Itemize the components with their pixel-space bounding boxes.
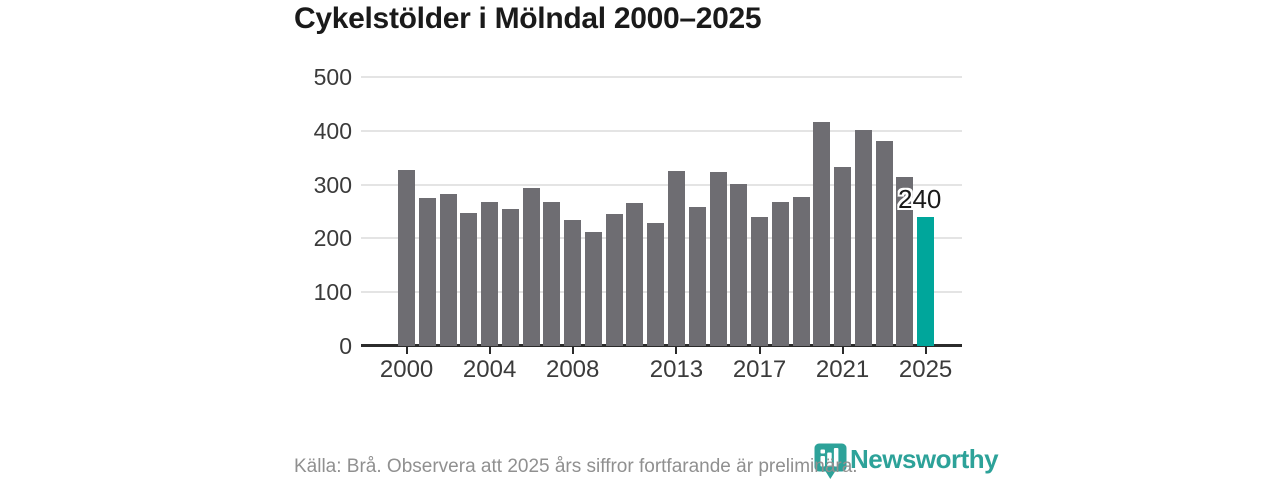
bar-2020[interactable] xyxy=(813,122,831,346)
bar-2004[interactable] xyxy=(481,202,499,346)
bar-2002[interactable] xyxy=(439,194,457,346)
bar-2001[interactable] xyxy=(418,198,436,346)
plot-area xyxy=(361,76,962,354)
bar-2000[interactable] xyxy=(398,170,416,346)
y-axis-label-400: 400 xyxy=(313,117,352,144)
y-axis-label-100: 100 xyxy=(313,279,352,306)
bar-2024[interactable] xyxy=(896,177,914,346)
x-tick-2004 xyxy=(488,346,491,354)
bar-2022[interactable] xyxy=(854,130,872,346)
x-tick-2008 xyxy=(571,346,574,354)
gridline-300 xyxy=(361,183,962,186)
gridline-500 xyxy=(361,76,962,78)
bar-2008[interactable] xyxy=(564,219,582,346)
x-axis-label-2021: 2021 xyxy=(815,356,870,383)
x-axis-label-2017: 2017 xyxy=(732,356,787,383)
x-tick-2017 xyxy=(758,346,761,354)
x-axis-label-2004: 2004 xyxy=(462,356,517,383)
x-axis-label-2013: 2013 xyxy=(649,356,704,383)
bar-2019[interactable] xyxy=(792,196,810,346)
x-axis-label-2008: 2008 xyxy=(545,356,600,383)
bar-2012[interactable] xyxy=(647,223,665,346)
bar-2007[interactable] xyxy=(543,202,561,346)
bar-2015[interactable] xyxy=(709,172,727,346)
bar-2010[interactable] xyxy=(605,214,623,346)
bar-2016[interactable] xyxy=(730,184,748,346)
bar-2009[interactable] xyxy=(584,231,602,346)
x-tick-2025 xyxy=(924,346,927,354)
page-title: Cykelstölder i Mölndal 2000–2025 xyxy=(294,2,762,35)
x-tick-2013 xyxy=(675,346,678,354)
y-axis-label-0: 0 xyxy=(339,333,352,359)
y-axis-label-300: 300 xyxy=(313,171,352,198)
y-axis-label-200: 200 xyxy=(313,225,352,252)
bar-2023[interactable] xyxy=(875,141,893,346)
highlight-value-label: 240 xyxy=(898,184,942,214)
bar-2013[interactable] xyxy=(667,171,685,346)
bar-2006[interactable] xyxy=(522,188,540,346)
y-axis-label-500: 500 xyxy=(313,64,352,90)
x-axis-label-2000: 2000 xyxy=(379,356,434,383)
brand-logo[interactable]: Newsworthy xyxy=(814,443,999,480)
bar-2018[interactable] xyxy=(771,202,789,346)
source-note: Källa: Brå. Observera att 2025 års siffr… xyxy=(294,456,858,477)
x-axis-label-2025: 2025 xyxy=(898,356,953,383)
x-tick-2021 xyxy=(841,346,844,354)
x-tick-2000 xyxy=(405,346,408,354)
bar-2011[interactable] xyxy=(626,202,644,346)
bar-2025[interactable] xyxy=(917,216,935,346)
bar-2005[interactable] xyxy=(501,209,519,346)
bar-2021[interactable] xyxy=(834,167,852,346)
gridline-400 xyxy=(361,129,962,132)
brand-wordmark: Newsworthy xyxy=(850,444,999,474)
bar-2003[interactable] xyxy=(460,212,478,346)
bar-2017[interactable] xyxy=(751,216,769,346)
bar-2014[interactable] xyxy=(688,207,706,346)
bar-chart-pin-icon xyxy=(814,443,847,480)
